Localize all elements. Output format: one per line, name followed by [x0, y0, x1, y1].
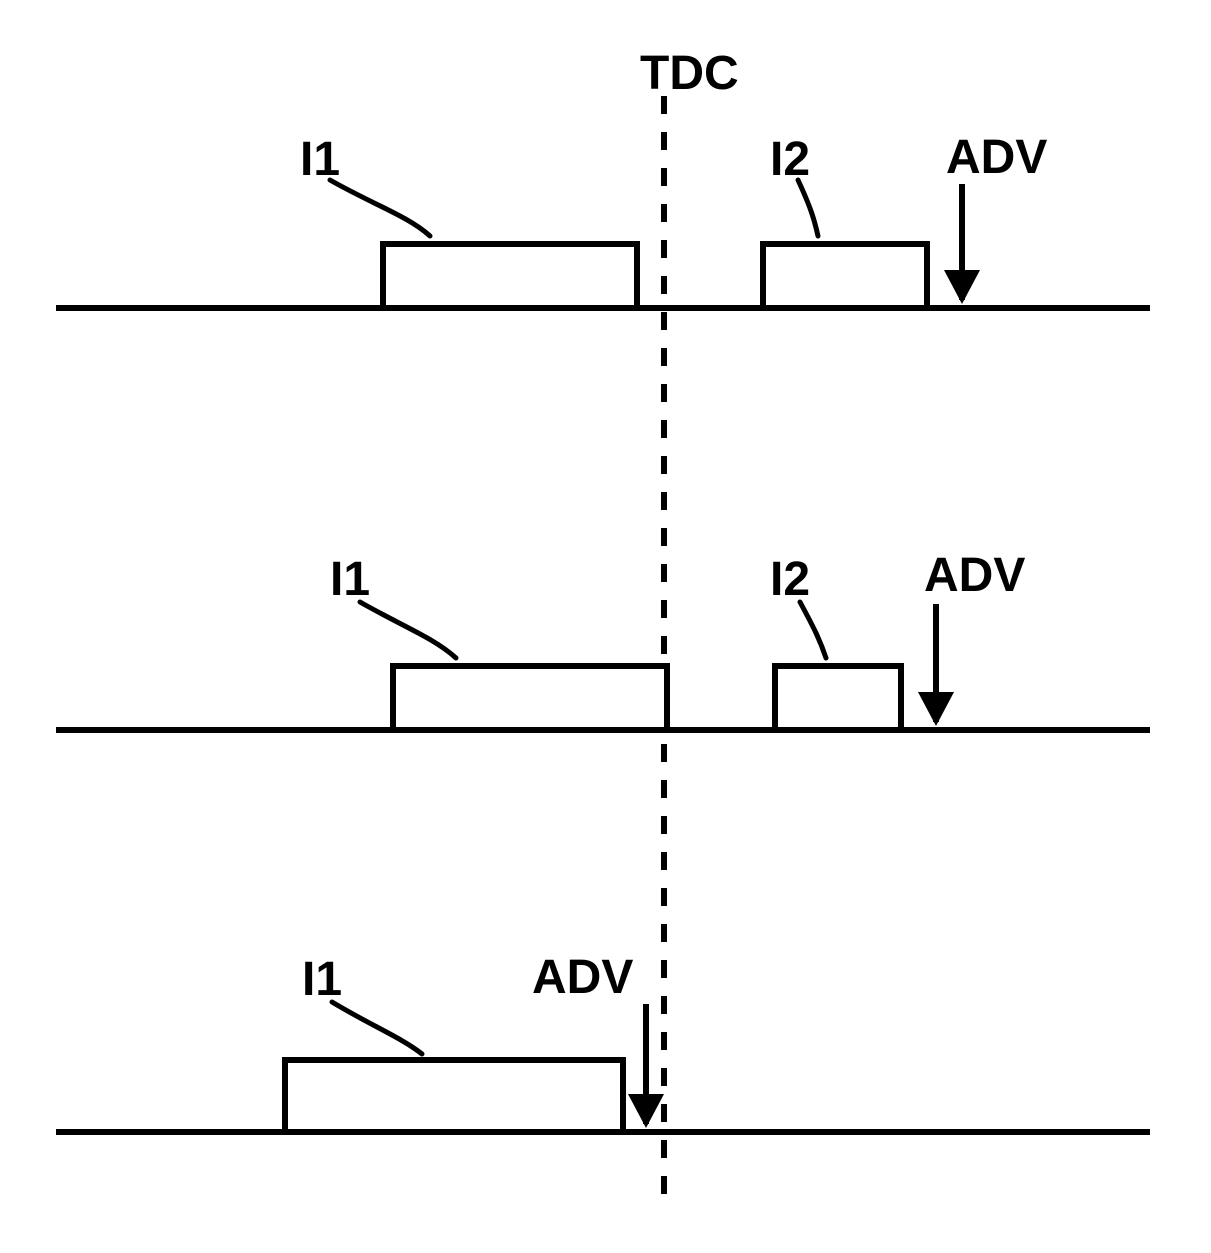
- baseline: [901, 727, 1150, 733]
- pulse-i1: [390, 663, 670, 733]
- leader-i1: [332, 1002, 422, 1054]
- baseline: [56, 1129, 285, 1135]
- pulse-label-i2: I2: [770, 132, 810, 187]
- pulse-label-i1: I1: [330, 552, 370, 607]
- baseline: [56, 305, 383, 311]
- pulse-label-i1: I1: [302, 952, 342, 1007]
- baseline: [637, 305, 763, 311]
- adv-label: ADV: [924, 548, 1025, 603]
- adv-label: ADV: [532, 950, 633, 1005]
- leader-i1: [360, 602, 456, 658]
- baseline: [927, 305, 1150, 311]
- pulse-label-i1: I1: [300, 132, 340, 187]
- adv-arrow-head: [944, 270, 980, 304]
- pulse-i2: [772, 663, 904, 733]
- timing-diagram: TDC I1 I2 ADV I1 I2 ADV I1 ADV: [0, 0, 1211, 1253]
- pulse-i1: [282, 1057, 626, 1135]
- leader-i2: [798, 180, 818, 236]
- pulse-i2: [760, 241, 930, 311]
- pulse-label-i2: I2: [770, 552, 810, 607]
- baseline: [623, 1129, 1150, 1135]
- adv-arrow-head: [628, 1094, 664, 1128]
- pulse-i1: [380, 241, 640, 311]
- adv-arrow-head: [918, 692, 954, 726]
- baseline: [56, 727, 393, 733]
- adv-label: ADV: [946, 130, 1047, 185]
- tdc-label: TDC: [640, 46, 739, 101]
- leader-i2: [800, 602, 826, 658]
- leader-i1: [330, 180, 430, 236]
- baseline: [667, 727, 775, 733]
